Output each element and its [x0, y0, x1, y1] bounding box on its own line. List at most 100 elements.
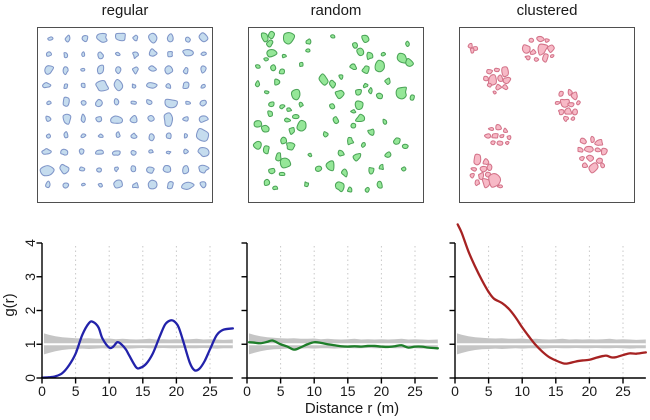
x-tick-label: 5: [277, 383, 285, 399]
regular-blob: [39, 165, 55, 177]
regular-blob: [62, 182, 70, 189]
regular-blob: [78, 148, 85, 155]
clustered-blob: [469, 47, 475, 54]
pattern-panel-clustered: [459, 27, 635, 203]
random-blob: [286, 142, 296, 151]
clustered-blob: [581, 162, 589, 168]
random-blob: [268, 101, 275, 108]
clustered-blob: [533, 57, 540, 62]
random-blob: [384, 151, 392, 158]
regular-blob: [42, 82, 52, 89]
clustered-blob: [572, 108, 578, 116]
random-blob: [299, 61, 304, 68]
clustered-blob: [562, 115, 570, 123]
random-blob: [278, 171, 286, 177]
regular-blob: [195, 127, 210, 142]
regular-blob: [182, 49, 194, 57]
panel-title-clustered: clustered: [516, 2, 578, 19]
y-tick-label: 1: [22, 340, 38, 348]
random-blob: [395, 86, 407, 100]
clustered-blob: [524, 55, 531, 61]
random-blob: [364, 186, 370, 193]
random-blob: [260, 124, 270, 133]
regular-blob: [63, 131, 69, 139]
regular-blob: [114, 166, 119, 173]
random-blob: [305, 48, 311, 53]
random-blob: [282, 32, 296, 45]
clustered-blob: [473, 153, 482, 166]
random-blob: [307, 152, 313, 158]
clustered-blob: [521, 44, 531, 54]
x-tick-label: 25: [615, 383, 631, 399]
random-blob: [405, 57, 414, 67]
clustered-blob: [504, 140, 510, 146]
random-blob: [337, 149, 345, 157]
regular-blob: [148, 133, 155, 142]
clustered-blob: [496, 184, 504, 189]
clustered-blob: [484, 133, 492, 139]
regular-blob: [96, 32, 108, 43]
random-blob: [355, 113, 366, 123]
regular-blob: [132, 182, 139, 189]
clustered-blob: [502, 76, 512, 85]
regular-blob: [200, 65, 207, 74]
regular-blob: [129, 115, 138, 124]
regular-blob: [147, 179, 158, 190]
random-blob: [401, 143, 409, 149]
regular-blob: [131, 83, 137, 89]
regular-blob: [182, 66, 189, 75]
clustered-blob: [483, 75, 489, 82]
regular-blob: [183, 133, 188, 139]
regular-blob: [97, 182, 103, 188]
regular-blob: [199, 181, 207, 189]
regular-blob: [45, 115, 52, 122]
random-blob: [263, 178, 271, 186]
regular-blob: [162, 164, 172, 173]
regular-blob: [80, 67, 86, 72]
clustered-blob: [496, 140, 504, 146]
random-blob: [275, 152, 282, 162]
regular-blob: [113, 79, 124, 92]
regular-blob: [132, 51, 139, 60]
random-blob: [266, 49, 278, 58]
random-blob: [346, 186, 353, 193]
regular-blob: [97, 133, 104, 138]
random-blob: [329, 79, 337, 89]
x-tick-label: 10: [514, 383, 530, 399]
clustered-blob: [467, 42, 473, 49]
y-tick-label: 4: [22, 239, 38, 247]
clustered-blob: [487, 74, 497, 86]
random-blob: [254, 80, 261, 88]
regular-blob: [62, 96, 70, 107]
regular-blob: [130, 149, 137, 156]
regular-blob: [114, 51, 121, 57]
pcf-curve-regular: [40, 319, 234, 379]
clustered-blob: [495, 83, 503, 91]
random-blob: [318, 73, 329, 86]
random-blob: [352, 42, 358, 49]
regular-blob: [146, 166, 155, 174]
regular-blob: [96, 64, 105, 75]
x-tick-label: 0: [38, 383, 46, 399]
clustered-blob: [546, 44, 555, 53]
regular-blob: [60, 148, 69, 156]
random-blob: [267, 110, 273, 118]
regular-blob: [181, 181, 195, 190]
regular-blob: [200, 51, 207, 57]
random-blob: [340, 168, 348, 178]
regular-blob: [46, 100, 52, 106]
clustered-blob: [488, 173, 502, 188]
regular-blob: [62, 113, 72, 125]
random-blob: [280, 136, 288, 145]
random-blob: [270, 64, 277, 72]
random-blob: [361, 34, 370, 44]
panel-title-regular: regular: [101, 2, 149, 19]
random-blob: [334, 89, 345, 100]
regular-blob: [165, 132, 172, 140]
regular-blob: [63, 83, 69, 89]
random-blob: [362, 82, 369, 89]
clustered-blob: [590, 135, 595, 144]
regular-blob: [198, 115, 209, 123]
random-blob: [260, 32, 269, 43]
